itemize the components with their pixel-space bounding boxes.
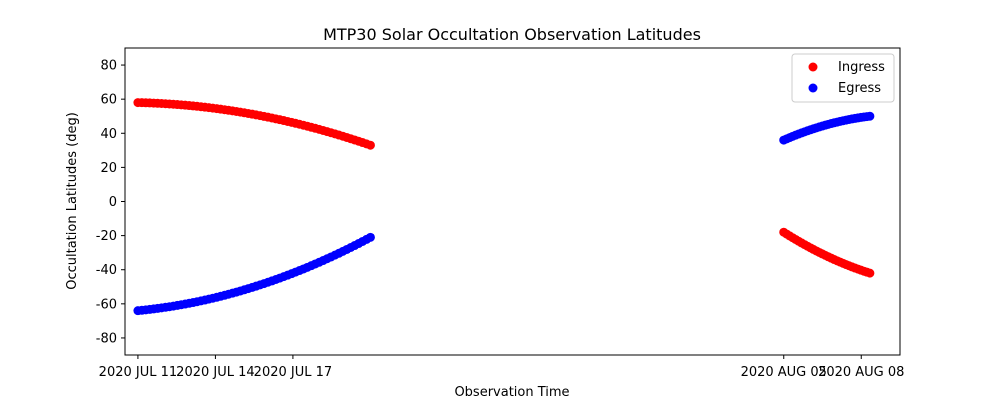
- y-axis-label: Occultation Latitudes (deg): [65, 112, 80, 290]
- x-tick-label: 2020 JUL 17: [254, 365, 332, 380]
- legend-label-ingress: Ingress: [838, 60, 885, 75]
- y-tick-label: 80: [100, 59, 117, 74]
- x-axis: 2020 JUL 11 2020 JUL 14 2020 JUL 17 2020 AU…: [99, 355, 904, 380]
- y-tick-label: 0: [109, 195, 117, 210]
- plot-frame: [124, 47, 901, 356]
- x-tick-label: 2020 AUG 05: [741, 365, 827, 380]
- y-tick-label: -20: [96, 229, 117, 244]
- y-axis: -80 -60 -40 -20 0 20 40 60 80: [96, 59, 125, 346]
- egress-point: [865, 111, 875, 121]
- x-tick-label: 2020 AUG 08: [818, 365, 904, 380]
- data-points: [133, 98, 875, 316]
- y-tick-label: 60: [100, 93, 117, 108]
- y-tick-label: 40: [100, 127, 117, 142]
- legend-label-egress: Egress: [838, 81, 881, 96]
- legend-marker-egress: [808, 83, 818, 93]
- ingress-point: [365, 140, 375, 150]
- chart-title: MTP30 Solar Occultation Observation Lati…: [323, 25, 701, 44]
- x-tick-label: 2020 JUL 14: [176, 365, 254, 380]
- y-tick-label: 20: [100, 161, 117, 176]
- y-tick-label: -60: [96, 297, 117, 312]
- y-tick-label: -40: [96, 263, 117, 278]
- legend: Ingress Egress: [791, 53, 895, 103]
- y-tick-label: -80: [96, 331, 117, 346]
- legend-marker-ingress: [808, 62, 818, 72]
- legend-box: [791, 53, 895, 103]
- egress-point: [365, 232, 375, 242]
- x-tick-label: 2020 JUL 11: [99, 365, 177, 380]
- x-axis-label: Observation Time: [454, 385, 569, 400]
- ingress-point: [865, 268, 875, 278]
